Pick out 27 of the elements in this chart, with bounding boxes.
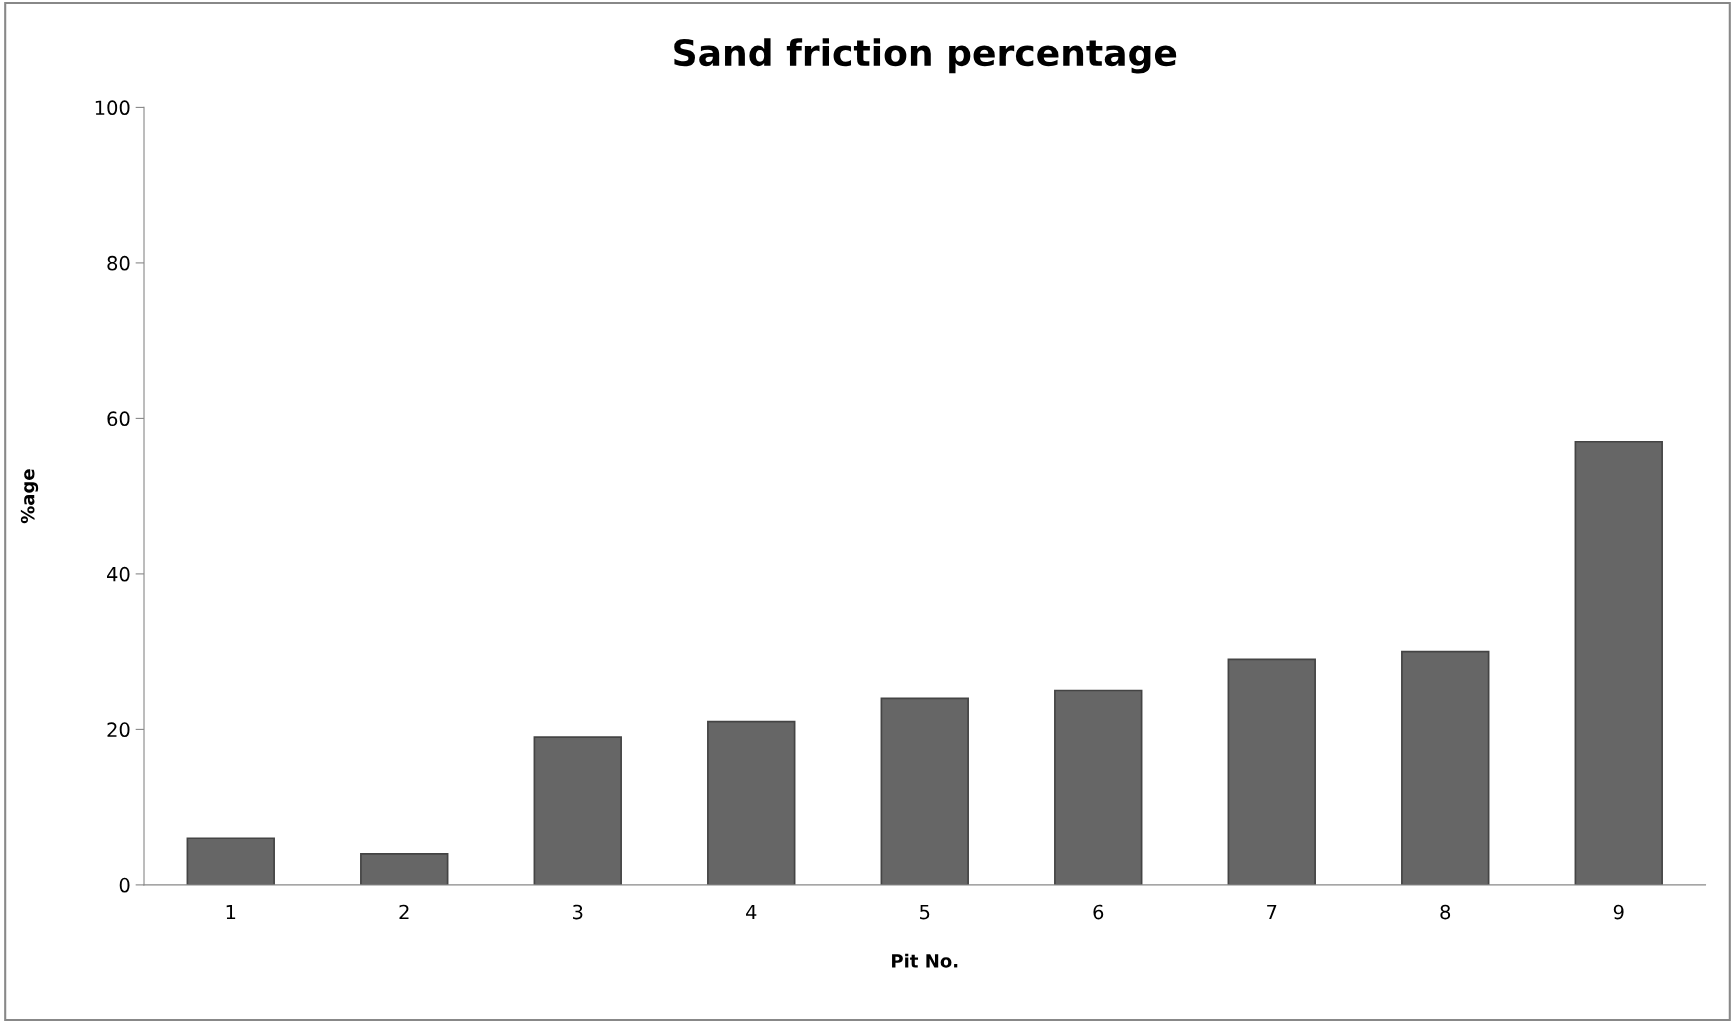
bar (1227, 658, 1316, 885)
y-tick-label: 40 (107, 566, 130, 582)
x-tick-label: 6 (1093, 904, 1104, 920)
x-tick-label: 8 (1440, 904, 1451, 920)
y-tick-label: 60 (107, 411, 130, 427)
x-tick-label: 2 (399, 904, 409, 920)
bar (1401, 650, 1490, 885)
x-tick-label: 1 (226, 904, 236, 920)
bar (360, 852, 449, 885)
x-tick-label: 7 (1267, 904, 1277, 920)
x-tick-label: 3 (573, 904, 583, 920)
y-axis-title: %age (20, 469, 39, 524)
x-axis-title: Pit No. (892, 953, 958, 968)
bar (880, 697, 969, 885)
bar (186, 837, 275, 885)
x-tick-label: 4 (746, 904, 757, 920)
y-tick-label: 20 (107, 722, 130, 738)
y-tick-label: 100 (95, 100, 130, 116)
bar (533, 736, 622, 885)
bar (1054, 689, 1143, 885)
x-tick-label: 9 (1613, 904, 1624, 920)
y-tick-label: 0 (119, 877, 130, 893)
y-tick-label: 80 (107, 255, 130, 271)
chart-title: Sand friction percentage (674, 38, 1177, 74)
bar (1574, 440, 1663, 885)
bar (707, 720, 796, 885)
x-tick-label: 5 (920, 904, 930, 920)
